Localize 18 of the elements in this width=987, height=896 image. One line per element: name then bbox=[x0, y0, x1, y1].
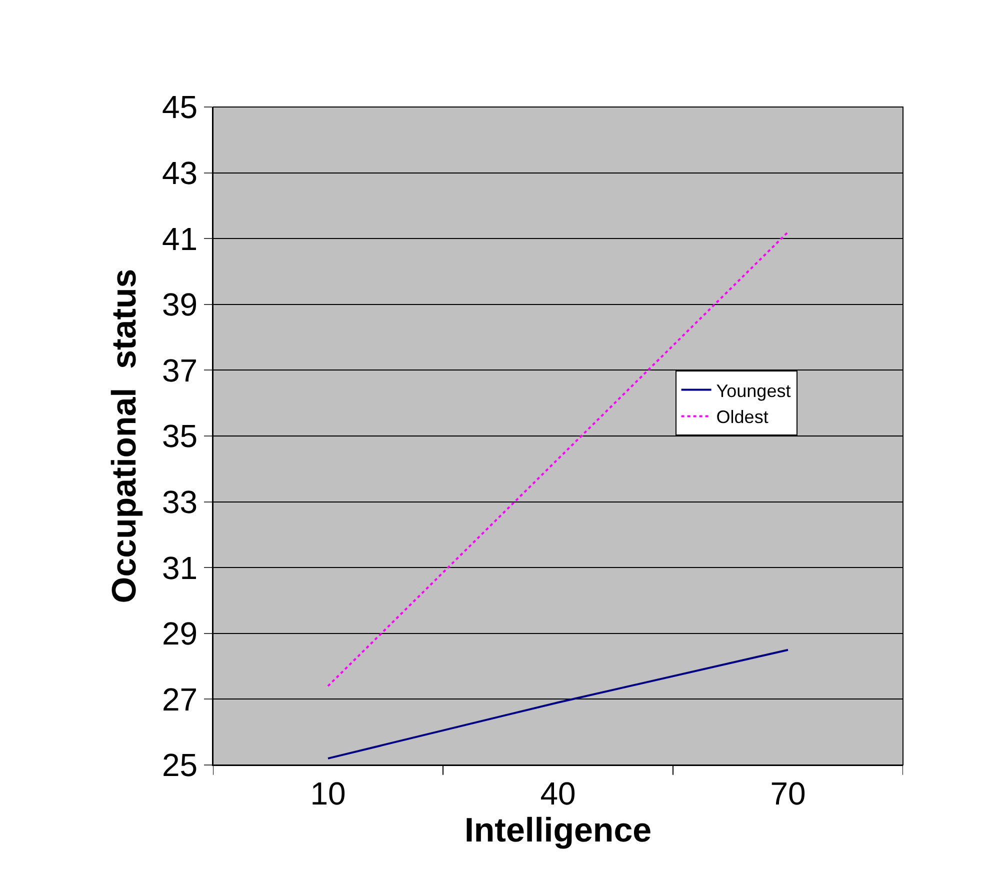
y-tick-label: 41 bbox=[162, 220, 198, 257]
y-tick-label: 37 bbox=[162, 352, 198, 388]
x-tick-label: 10 bbox=[310, 775, 346, 812]
y-tick-label: 27 bbox=[162, 681, 198, 718]
y-tick-label: 35 bbox=[162, 418, 198, 454]
x-axis-title: Intelligence bbox=[464, 811, 652, 850]
y-tick-label: 33 bbox=[162, 484, 198, 520]
y-axis-title: Occupational status bbox=[106, 268, 144, 604]
y-tick-label: 45 bbox=[162, 89, 198, 126]
y-tick-label: 31 bbox=[162, 550, 198, 586]
y-tick-label: 39 bbox=[162, 286, 198, 323]
legend-label: Oldest bbox=[716, 407, 768, 428]
x-tick-label: 70 bbox=[770, 775, 806, 812]
y-tick-label: 43 bbox=[162, 155, 198, 191]
y-tick-label: 29 bbox=[162, 616, 198, 652]
x-tick-label: 40 bbox=[540, 775, 576, 812]
legend-label: Youngest bbox=[716, 380, 791, 401]
y-tick-label: 25 bbox=[162, 747, 198, 784]
